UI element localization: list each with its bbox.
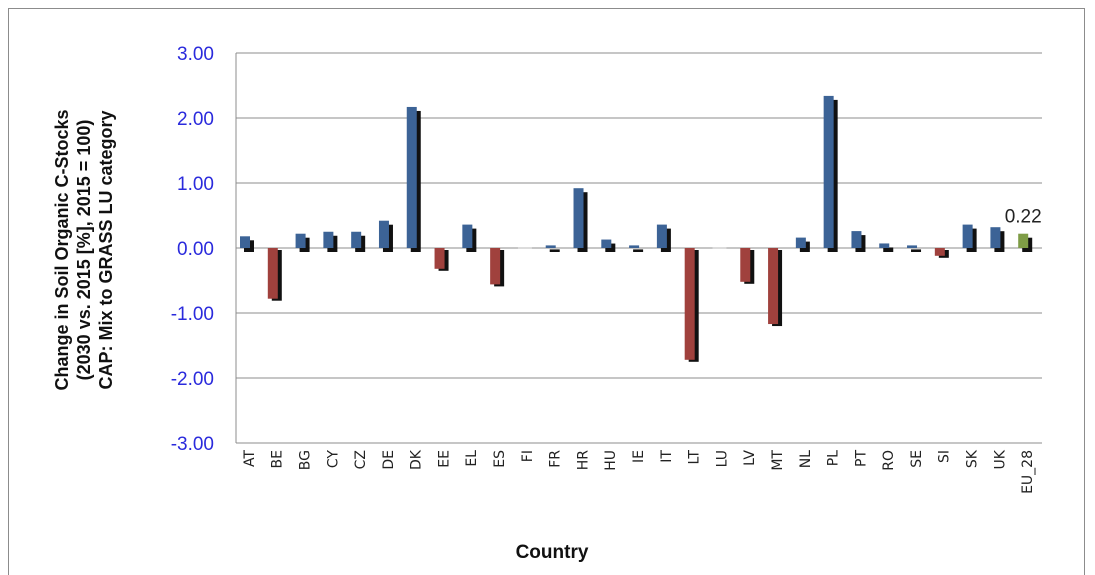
y-tick-label: 2.00 [177,109,214,130]
chart-frame [8,8,1085,575]
bar-SK [962,224,973,248]
x-tick-label: LV [742,450,758,466]
y-tick-label: 1.00 [177,174,214,195]
x-tick-label: BE [270,450,286,468]
x-axis-ticks: AT BE BG CY CZ DE DK EE EL ES FI FR HR HU IE IT LT LU LV MT… [242,449,1036,494]
bar-IE [629,245,640,248]
bar-LT [684,248,695,360]
x-tick-label: DE [381,450,397,470]
x-tick-label: FI [520,450,536,462]
y-axis-ticks: 3.00 2.00 1.00 0.00 -1.00 -2.00 -3.00 [171,44,214,455]
x-tick-label: EU_28 [1020,450,1036,494]
bar-NL [795,237,806,248]
bar-FI [517,247,532,249]
bar-shadow [633,249,644,252]
x-tick-label: UK [992,449,1008,469]
bar-IT [656,224,667,248]
x-tick-label: IT [659,450,675,463]
x-tick-label: LU [714,450,730,467]
bar-SE [907,245,918,248]
data-labels: 0.22 [1005,207,1042,228]
bar-HU [601,239,612,248]
bar-BE [267,248,278,299]
bar-BG [295,233,306,248]
y-tick-label: -2.00 [171,369,214,390]
x-tick-label: NL [798,450,814,468]
bar-EU_28 [1018,233,1029,248]
bar-EE [434,248,445,269]
x-axis-title: Country [516,542,589,563]
bar-UK [990,227,1001,248]
x-tick-label: CY [325,450,341,469]
y-axis-title-line: Change in Soil Organic C-Stocks [52,109,72,390]
x-tick-label: RO [881,450,897,471]
data-label-EU_28: 0.22 [1005,207,1042,228]
x-tick-label: PL [826,450,842,466]
bar-PL [823,95,834,249]
x-tick-label: EL [464,450,480,467]
x-tick-label: CZ [353,450,369,469]
x-tick-label: SI [937,450,953,463]
bar-MT [768,248,779,325]
bar-shadow [549,249,560,252]
x-tick-label: FR [548,450,564,468]
x-tick-label: SK [965,449,981,468]
bar-HR [573,188,584,248]
y-axis-title-line: (2030 vs. 2015 [%], 2015 = 100) [74,120,94,381]
bar-FR [545,245,556,248]
x-tick-label: IE [631,450,647,463]
x-tick-label: AT [242,450,258,467]
x-tick-label: EE [436,450,452,468]
bar-EL [462,224,473,248]
bar-RO [879,243,890,248]
bar-ES [490,248,501,285]
x-tick-label: SE [909,450,925,468]
bar-AT [240,236,250,248]
bar-PT [851,231,862,248]
bar-DK [406,106,417,248]
bar-CY [323,231,334,248]
bar-LU [712,247,727,249]
y-tick-label: -3.00 [171,434,214,455]
bar-DE [378,220,389,248]
x-tick-label: PT [853,450,869,467]
x-tick-label: BG [297,450,313,470]
x-tick-label: MT [770,450,786,471]
bar-CZ [351,231,362,248]
y-axis-title-line: CAP: Mix to GRASS LU category [96,110,116,389]
x-tick-label: DK [409,449,425,470]
x-tick-label: LT [687,450,703,465]
bar-SI [934,248,945,256]
y-tick-label: -1.00 [171,304,214,325]
bar-LV [740,248,751,282]
x-tick-label: HU [603,450,619,471]
y-axis-title: Change in Soil Organic C-Stocks (2030 vs.… [52,109,116,390]
bar-series [240,95,1033,362]
bar-shadow [883,247,894,252]
y-tick-label: 3.00 [177,44,214,65]
x-tick-label: ES [492,450,508,468]
bar-shadow [911,249,922,252]
x-tick-label: HR [575,450,591,471]
y-tick-label: 0.00 [177,239,214,260]
